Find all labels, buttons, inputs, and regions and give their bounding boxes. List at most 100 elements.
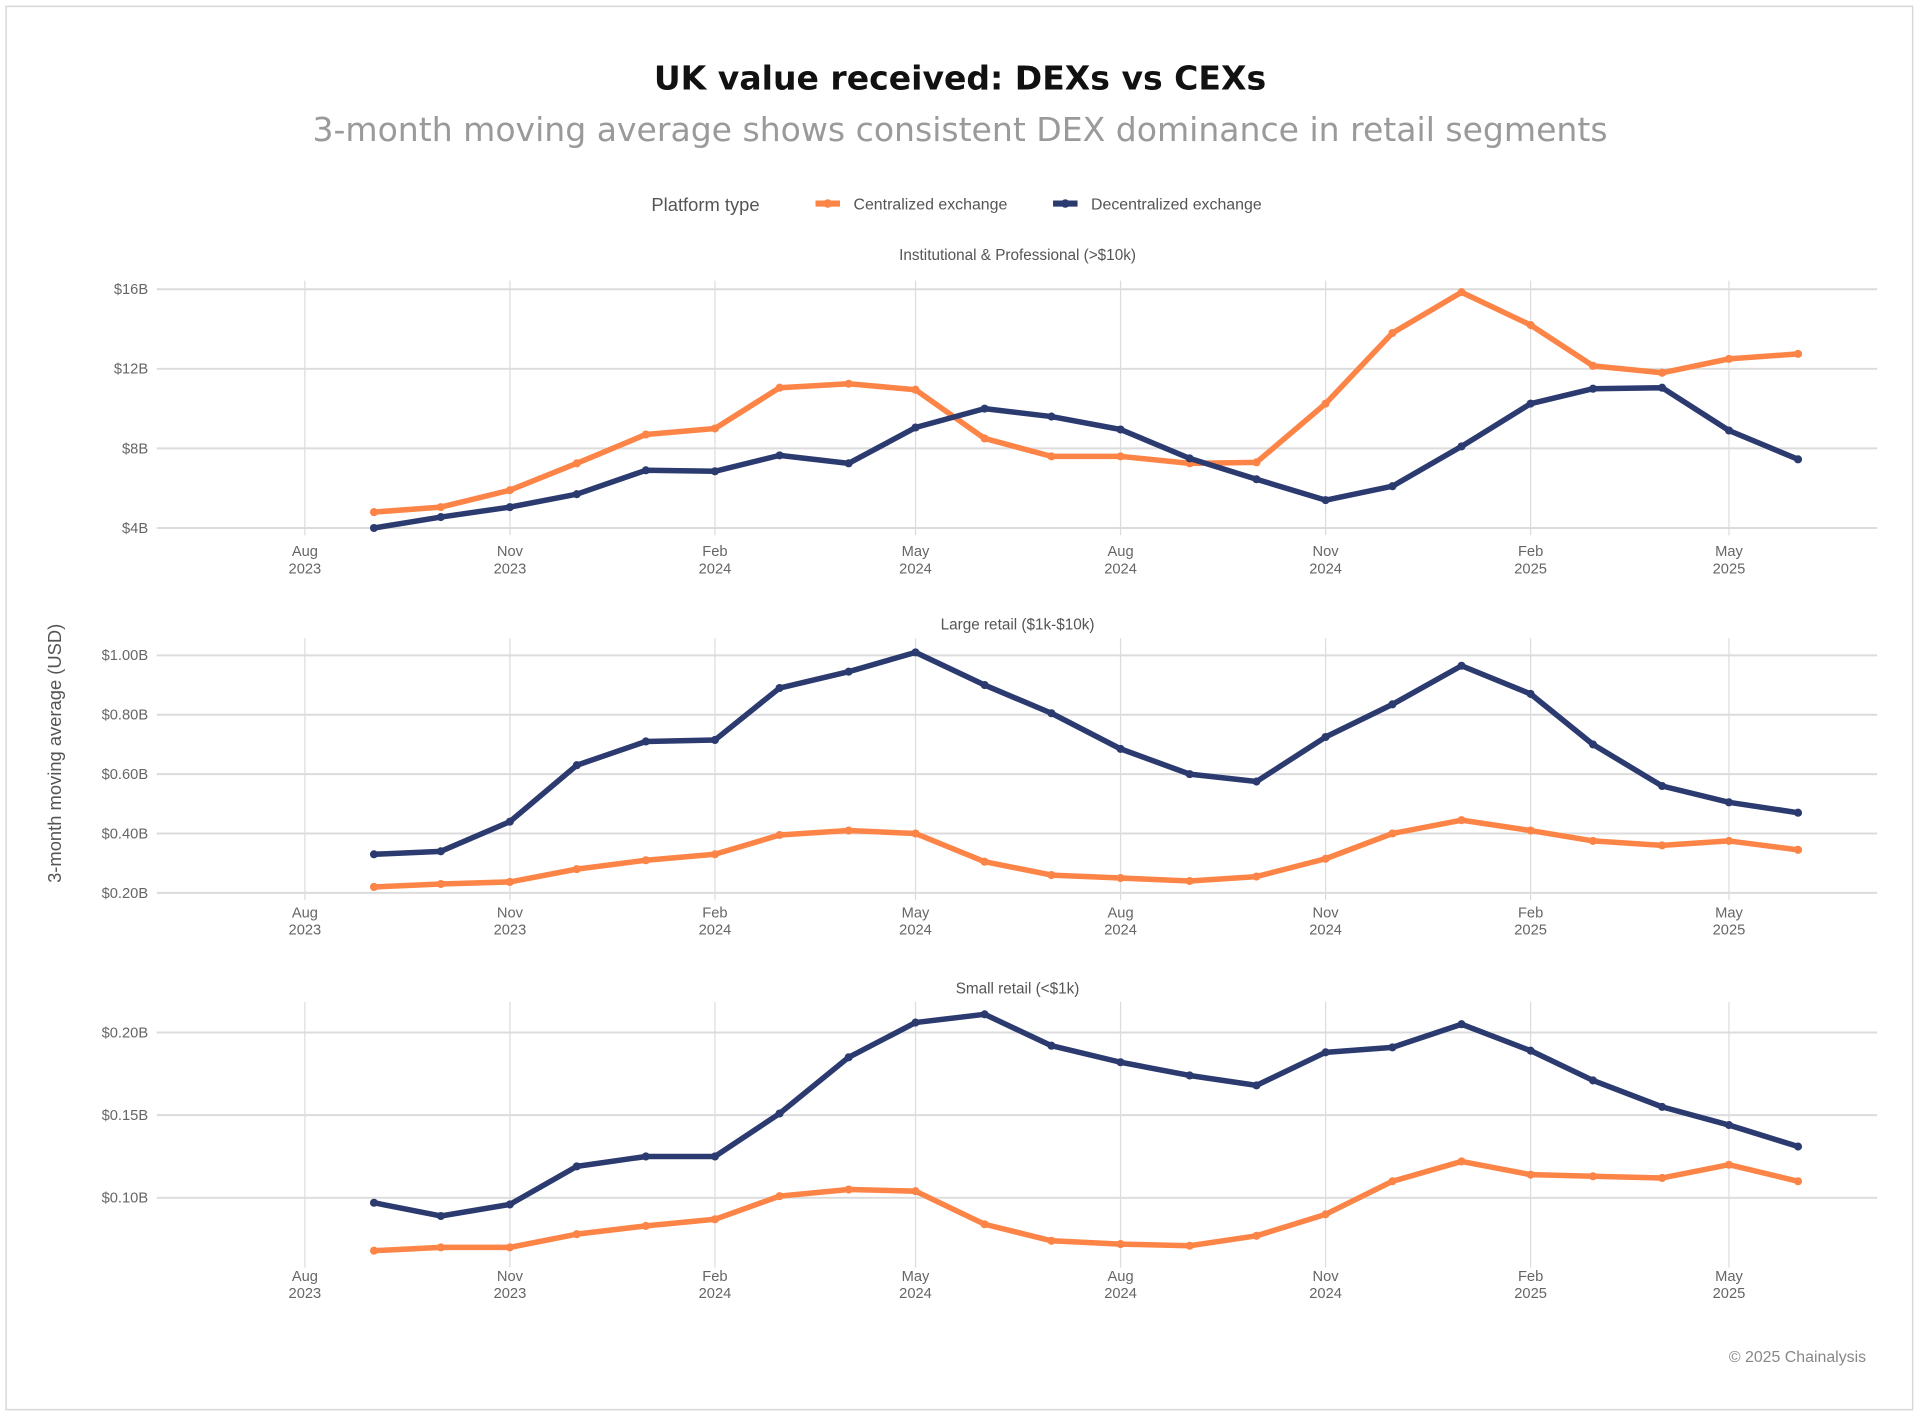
x-tick-year: 2025 xyxy=(1713,1286,1746,1302)
data-point-cex xyxy=(1047,1236,1056,1245)
data-point-cex xyxy=(1457,816,1466,825)
data-point-cex xyxy=(641,430,650,439)
data-point-dex xyxy=(1794,1142,1803,1151)
data-point-dex xyxy=(1794,808,1803,817)
x-tick-month: Feb xyxy=(1518,544,1543,560)
data-point-cex xyxy=(844,1185,853,1194)
data-point-dex xyxy=(369,850,379,859)
x-tick-month: May xyxy=(1715,544,1743,560)
credit: © 2025 Chainalysis xyxy=(1729,1349,1866,1366)
y-axis-label: 3-month moving average (USD) xyxy=(44,624,65,883)
data-point-cex xyxy=(710,424,719,433)
data-point-dex xyxy=(641,466,650,475)
x-tick-month: Feb xyxy=(702,1269,727,1285)
data-point-dex xyxy=(1526,1046,1535,1055)
data-point-dex xyxy=(844,459,853,468)
x-tick-year: 2024 xyxy=(1309,923,1342,939)
data-point-dex xyxy=(1588,740,1598,749)
data-point-dex xyxy=(1252,1081,1261,1090)
data-point-dex xyxy=(641,1152,650,1161)
data-point-dex xyxy=(1724,1121,1733,1130)
data-point-cex xyxy=(641,1221,650,1230)
data-point-cex xyxy=(1794,1177,1803,1186)
x-tick-year: 2024 xyxy=(1104,1286,1137,1302)
data-point-dex xyxy=(775,451,784,460)
data-point-dex xyxy=(572,761,581,770)
x-tick-month: May xyxy=(902,544,930,560)
data-point-cex xyxy=(1047,452,1056,461)
data-point-dex xyxy=(1321,496,1330,505)
x-tick-month: Aug xyxy=(292,1269,318,1285)
x-tick-month: Nov xyxy=(497,905,524,921)
data-point-dex xyxy=(436,847,445,856)
panel-3: Small retail (<$1k) $0.10B $0.15B $0.20B Aug… xyxy=(102,980,1878,1302)
data-point-cex xyxy=(1321,1210,1330,1219)
data-point-dex xyxy=(1457,442,1466,451)
x-tick-month: Feb xyxy=(702,905,727,921)
data-point-cex xyxy=(911,829,920,838)
data-point-cex xyxy=(775,1192,784,1201)
data-point-dex xyxy=(1116,425,1125,434)
data-point-cex xyxy=(1526,826,1535,835)
y-tick-label: $0.40B xyxy=(102,826,149,842)
data-point-dex xyxy=(1185,454,1194,463)
data-point-cex xyxy=(1252,458,1261,467)
x-tick-year: 2024 xyxy=(1309,1286,1342,1302)
x-tick-year: 2025 xyxy=(1514,923,1547,939)
x-tick-year: 2023 xyxy=(289,561,322,577)
x-tick-month: Nov xyxy=(497,544,524,560)
data-point-cex xyxy=(572,459,581,468)
x-tick-year: 2024 xyxy=(899,561,932,577)
data-point-dex xyxy=(1658,383,1667,392)
legend-item-cex[interactable]: Centralized exchange xyxy=(815,197,1008,214)
series-line-cex xyxy=(371,817,1801,890)
data-point-dex xyxy=(1457,1020,1466,1029)
data-point-dex xyxy=(1185,770,1194,779)
data-point-cex xyxy=(980,857,989,866)
data-point-dex xyxy=(1321,1048,1330,1057)
data-point-dex xyxy=(1388,700,1397,709)
data-point-dex xyxy=(1116,1058,1125,1067)
data-point-dex xyxy=(572,1162,581,1171)
data-point-cex xyxy=(436,503,445,512)
x-tick-year: 2025 xyxy=(1514,561,1547,577)
legend-item-dex[interactable]: Decentralized exchange xyxy=(1053,197,1262,214)
data-point-cex xyxy=(505,877,514,886)
data-point-dex xyxy=(1457,661,1466,670)
data-point-cex xyxy=(775,830,784,840)
data-point-cex xyxy=(1252,872,1261,881)
data-point-dex xyxy=(1252,777,1261,786)
x-tick-year: 2024 xyxy=(899,1286,932,1302)
x-tick-month: May xyxy=(1715,1269,1743,1285)
x-tick-year: 2025 xyxy=(1713,561,1746,577)
data-point-dex xyxy=(1047,412,1056,421)
y-tick-label: $0.10B xyxy=(102,1191,149,1207)
legend-label-dex: Decentralized exchange xyxy=(1091,197,1262,214)
y-tick-label: $0.20B xyxy=(102,1025,149,1041)
x-tick-year: 2024 xyxy=(899,923,932,939)
data-point-cex xyxy=(1116,1240,1125,1249)
x-tick-month: Nov xyxy=(1313,905,1340,921)
data-point-cex xyxy=(1794,349,1803,358)
data-point-dex xyxy=(844,1053,853,1062)
data-point-cex xyxy=(1724,836,1733,845)
x-tick-year: 2023 xyxy=(289,923,322,939)
data-point-cex xyxy=(1794,845,1803,854)
x-tick-month: Aug xyxy=(1107,905,1133,921)
y-tick-label: $8B xyxy=(122,441,148,457)
x-tick-month: Aug xyxy=(1107,1269,1133,1285)
data-point-dex xyxy=(844,667,853,676)
data-point-cex xyxy=(1185,876,1194,886)
data-point-dex xyxy=(710,1152,719,1161)
series-line-dex xyxy=(371,384,1801,531)
x-tick-year: 2024 xyxy=(1104,923,1137,939)
y-tick-label: $0.15B xyxy=(102,1108,149,1124)
x-tick-year: 2023 xyxy=(494,561,527,577)
data-point-cex xyxy=(1588,836,1598,845)
data-point-cex xyxy=(1724,354,1733,363)
panel-2: Large retail ($1k-$10k) $0.20B $0.40B $0.60… xyxy=(102,617,1878,939)
data-point-cex xyxy=(1457,1157,1466,1166)
data-point-dex xyxy=(710,735,719,745)
legend: Platform type Centralized exchange Decen… xyxy=(651,194,1261,215)
